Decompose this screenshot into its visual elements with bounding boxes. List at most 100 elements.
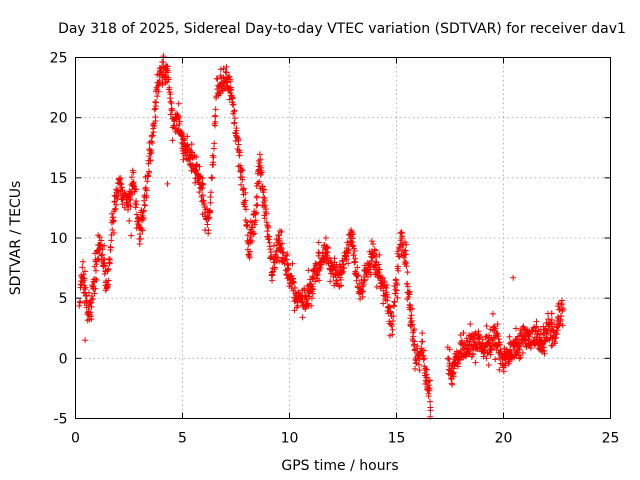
data-point: [265, 224, 272, 231]
data-point: [541, 350, 548, 357]
data-point: [94, 256, 101, 263]
grid: [75, 57, 611, 419]
data-point: [404, 280, 411, 287]
data-point: [343, 245, 350, 252]
data-point: [242, 189, 249, 196]
data-point: [96, 233, 103, 240]
data-point: [284, 250, 291, 257]
data-point: [151, 106, 158, 113]
data-point: [269, 271, 276, 278]
y-axis-title: SDTVAR / TECUs: [8, 181, 24, 296]
y-tick-label: 25: [50, 51, 68, 67]
data-point: [150, 129, 157, 136]
data-point: [110, 214, 117, 221]
data-point: [354, 264, 361, 271]
data-point: [207, 207, 214, 214]
data-point: [208, 189, 215, 196]
data-point: [256, 160, 263, 167]
data-point: [351, 245, 358, 252]
data-point: [261, 215, 268, 222]
data-point: [155, 88, 162, 95]
data-point: [151, 123, 158, 130]
data-point: [267, 255, 274, 262]
data-point: [231, 119, 238, 126]
data-point: [285, 262, 292, 269]
data-point: [253, 202, 260, 209]
data-point: [206, 214, 213, 221]
data-point: [81, 275, 88, 282]
x-axis-title: GPS time / hours: [281, 458, 398, 474]
data-point: [92, 267, 99, 274]
data-point: [184, 133, 191, 140]
data-point: [483, 355, 490, 362]
data-point: [98, 237, 105, 244]
data-point: [142, 202, 149, 209]
data-point: [137, 235, 144, 242]
data-point: [519, 349, 526, 356]
data-point: [402, 251, 409, 258]
data-point: [359, 283, 366, 290]
data-point: [251, 221, 258, 228]
data-point: [408, 312, 415, 319]
data-point: [495, 335, 502, 342]
data-point: [242, 206, 249, 213]
data-point: [104, 281, 111, 288]
data-point: [233, 127, 240, 134]
data-point: [111, 198, 118, 205]
data-point: [368, 257, 375, 264]
data-point: [416, 355, 423, 362]
data-point: [78, 282, 85, 289]
data-point: [133, 201, 140, 208]
data-point: [446, 346, 453, 353]
data-point: [500, 368, 507, 375]
data-point: [241, 203, 248, 210]
data-point: [548, 310, 555, 317]
data-point: [168, 100, 175, 107]
data-point: [487, 351, 494, 358]
data-point: [388, 321, 395, 328]
data-point: [392, 290, 399, 297]
data-point: [380, 300, 387, 307]
data-point: [230, 101, 237, 108]
data-point: [85, 289, 92, 296]
data-point: [261, 186, 268, 193]
data-point: [230, 108, 237, 115]
data-point: [275, 232, 282, 239]
data-point: [299, 314, 306, 321]
data-point: [355, 272, 362, 279]
data-point: [359, 293, 366, 300]
data-point: [212, 106, 219, 113]
data-point: [117, 180, 124, 187]
y-tick-label: 0: [59, 351, 68, 367]
data-point: [394, 294, 401, 301]
data-point: [514, 336, 521, 343]
data-point: [354, 284, 361, 291]
data-point: [164, 69, 171, 76]
data-point: [209, 152, 216, 159]
data-point: [149, 139, 156, 146]
data-point: [167, 98, 174, 105]
data-point: [391, 299, 398, 306]
data-point: [279, 240, 286, 247]
data-point: [445, 355, 452, 362]
data-point: [370, 241, 377, 248]
data-point: [322, 235, 329, 241]
data-point: [278, 229, 285, 236]
data-point: [261, 197, 268, 204]
data-point: [257, 156, 264, 163]
data-point: [207, 193, 214, 200]
data-point: [308, 295, 315, 302]
data-point: [510, 274, 517, 281]
data-point: [350, 252, 357, 259]
data-point: [242, 197, 249, 204]
data-point: [348, 238, 355, 245]
data-point: [101, 256, 108, 263]
data-point: [231, 115, 238, 122]
data-point: [529, 328, 536, 335]
data-point: [337, 276, 344, 283]
data-point: [205, 227, 212, 234]
data-point: [169, 137, 176, 144]
data-point: [340, 268, 346, 275]
data-point: [147, 157, 154, 164]
data-point: [395, 267, 402, 274]
